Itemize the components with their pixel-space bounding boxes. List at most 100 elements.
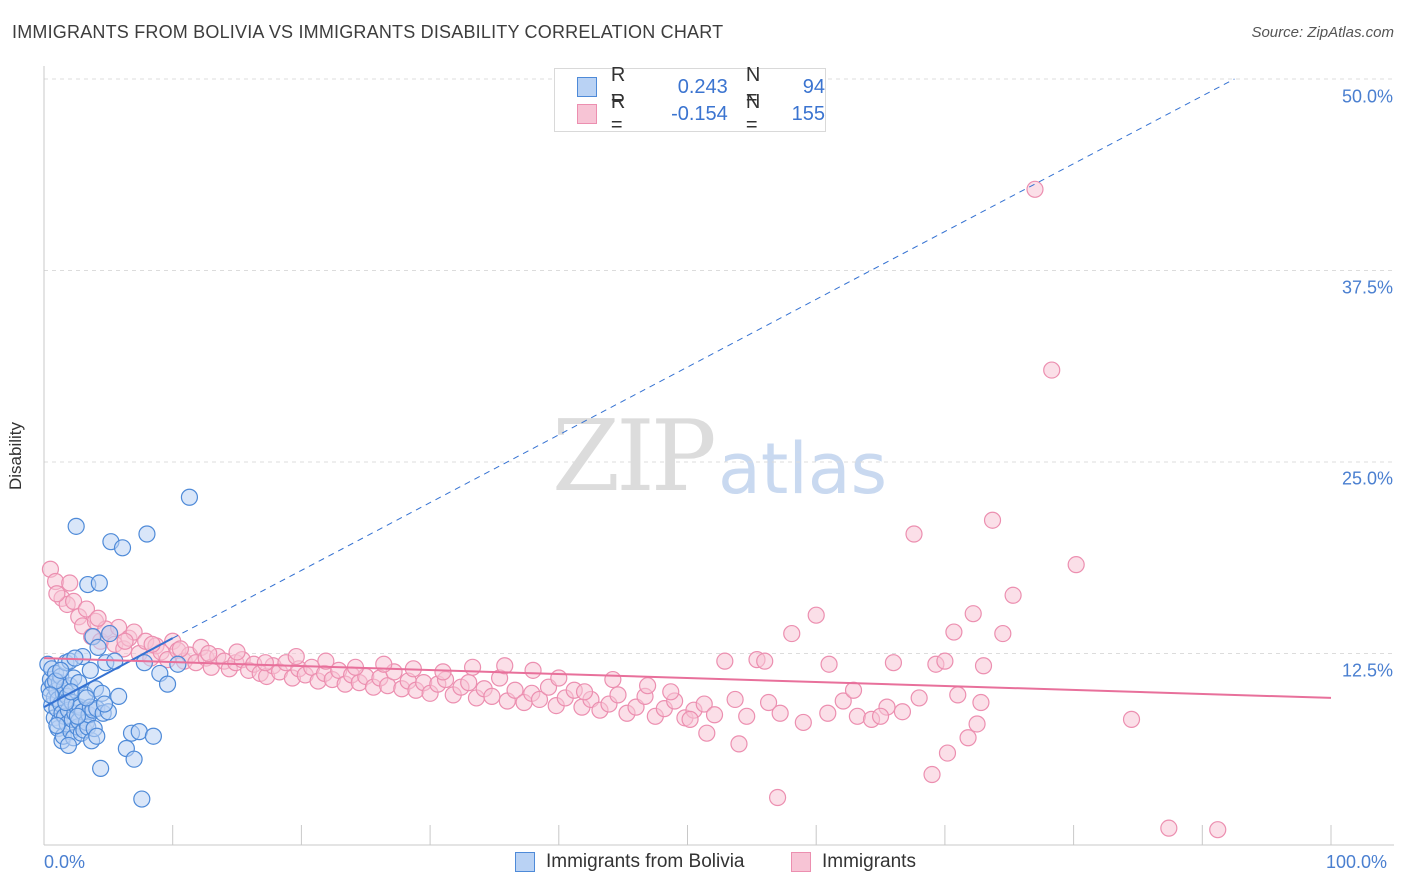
- data-point-immigrants: [994, 624, 1012, 643]
- data-point-immigrants: [756, 652, 774, 670]
- data-point-bolivia: [113, 539, 132, 557]
- data-point-immigrants: [844, 681, 863, 699]
- blue-swatch: [515, 852, 535, 872]
- data-point-immigrants: [483, 687, 501, 705]
- data-point-immigrants: [905, 525, 923, 543]
- data-point-immigrants: [819, 704, 837, 722]
- data-point-immigrants: [936, 652, 954, 670]
- chart-title: IMMIGRANTS FROM BOLIVIA VS IMMIGRANTS DI…: [12, 22, 724, 42]
- data-point-immigrants: [945, 623, 963, 641]
- data-point-immigrants: [783, 624, 801, 643]
- data-point-immigrants: [1209, 821, 1227, 839]
- data-point-immigrants: [65, 592, 83, 611]
- data-point-immigrants: [820, 655, 838, 673]
- y-axis-label: Disability: [6, 421, 25, 491]
- data-point-immigrants: [375, 655, 393, 673]
- data-point-immigrants: [662, 683, 680, 701]
- data-point-immigrants: [923, 765, 941, 784]
- data-point-immigrants: [434, 663, 452, 681]
- data-point-immigrants: [116, 632, 134, 650]
- data-point-immigrants: [200, 644, 218, 663]
- data-point-immigrants: [964, 605, 982, 623]
- data-point-bolivia: [158, 675, 177, 693]
- n-label: N =: [745, 64, 761, 109]
- data-point-immigrants: [530, 690, 549, 709]
- data-point-immigrants: [681, 710, 699, 728]
- pink-swatch: [791, 852, 811, 872]
- data-point-immigrants: [171, 640, 190, 658]
- legend-label: Immigrants from Bolivia: [546, 851, 745, 872]
- data-point-immigrants: [77, 600, 96, 618]
- r-value: -0.154: [671, 102, 728, 125]
- data-point-immigrants: [768, 788, 787, 807]
- data-point-immigrants: [496, 657, 514, 675]
- data-point-bolivia: [169, 655, 187, 673]
- n-label: N =: [745, 91, 761, 136]
- r-label: R =: [610, 91, 626, 136]
- data-point-bolivia: [95, 695, 114, 713]
- data-point-immigrants: [884, 654, 903, 672]
- data-point-bolivia: [101, 624, 119, 643]
- trendline-immigrants: [43, 657, 1332, 699]
- data-point-immigrants: [716, 652, 734, 670]
- data-point-bolivia: [144, 727, 162, 745]
- data-point-immigrants: [698, 724, 716, 742]
- data-point-immigrants: [893, 703, 912, 721]
- axes: [43, 66, 1394, 846]
- data-point-immigrants: [949, 686, 967, 704]
- data-point-immigrants: [1067, 556, 1085, 574]
- data-point-bolivia: [138, 525, 156, 543]
- data-point-immigrants: [705, 706, 724, 724]
- source-label: Source: ZipAtlas.com: [1251, 24, 1394, 41]
- data-point-bolivia: [135, 654, 153, 672]
- data-point-immigrants: [524, 661, 542, 679]
- y-tick-label: 37.5%: [1341, 277, 1393, 298]
- data-point-immigrants: [639, 677, 657, 695]
- series-bolivia-points: [39, 488, 199, 808]
- data-point-immigrants: [794, 713, 812, 732]
- pink-swatch: [577, 104, 597, 124]
- data-point-bolivia: [89, 638, 107, 656]
- data-point-bolivia: [67, 517, 85, 535]
- data-point-bolivia: [59, 736, 78, 755]
- data-point-bolivia: [88, 727, 106, 745]
- data-point-immigrants: [1160, 819, 1178, 837]
- data-point-immigrants: [871, 707, 890, 725]
- data-point-immigrants: [228, 643, 246, 661]
- data-point-immigrants: [848, 707, 866, 725]
- data-point-immigrants: [317, 652, 335, 670]
- data-point-bolivia: [90, 574, 108, 592]
- legend-label: Immigrants: [822, 851, 916, 872]
- x-tick-label-min: 0.0%: [44, 852, 86, 872]
- data-point-immigrants: [771, 704, 789, 722]
- data-point-immigrants: [463, 658, 482, 676]
- n-value: 94: [802, 75, 825, 98]
- data-point-bolivia: [110, 687, 128, 705]
- data-point-immigrants: [609, 686, 627, 704]
- data-point-immigrants: [61, 574, 79, 592]
- data-point-immigrants: [1043, 361, 1061, 379]
- data-point-immigrants: [575, 683, 594, 701]
- data-point-bolivia: [180, 488, 199, 506]
- watermark-zip: ZIP: [552, 400, 717, 514]
- data-point-immigrants: [959, 729, 977, 747]
- data-point-immigrants: [1004, 586, 1022, 604]
- data-point-immigrants: [506, 681, 524, 699]
- watermark-atlas: atlas: [718, 428, 888, 510]
- data-point-immigrants: [695, 695, 713, 713]
- data-point-bolivia: [130, 723, 148, 741]
- data-point-immigrants: [968, 715, 986, 733]
- data-point-immigrants: [938, 744, 957, 762]
- data-point-bolivia: [77, 689, 96, 707]
- r-label: R =: [610, 64, 626, 109]
- data-point-bolivia: [48, 716, 66, 735]
- series-immigrants-points: [41, 180, 1227, 839]
- legend-row-immigrants: R = -0.154 N = 155: [577, 91, 825, 136]
- data-point-immigrants: [738, 707, 756, 725]
- trendline-bolivia-extension: [172, 78, 1235, 639]
- data-point-immigrants: [972, 693, 990, 712]
- x-tick-label-max: 100.0%: [1326, 852, 1388, 872]
- data-point-bolivia: [68, 707, 87, 725]
- legend-item-immigrants: Immigrants: [791, 851, 916, 873]
